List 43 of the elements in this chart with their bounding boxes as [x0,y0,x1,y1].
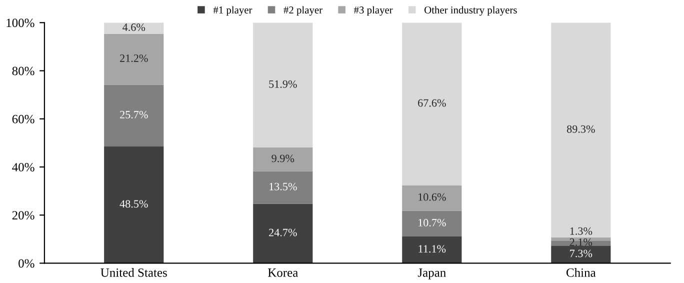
y-tick-label: 20% [12,211,34,220]
bar [253,22,313,148]
data-label: 7.3% [570,250,592,258]
x-tick-label: United States [100,268,167,277]
y-tick-label: 100% [6,18,34,28]
data-label: 4.6% [122,23,146,32]
data-label: 25.7% [120,110,148,118]
bar [104,146,164,264]
bar [402,22,462,186]
legend-label: #2 player [284,6,322,16]
legend-label: #3 player [354,6,393,16]
bar [402,236,462,264]
data-label: 21.2% [120,54,148,62]
bar [253,171,313,204]
data-label: 2.1% [570,238,592,246]
y-tick-label: 0% [18,259,34,268]
bar [104,34,164,85]
bar [402,210,462,236]
data-label: 13.5% [270,182,297,190]
data-label: 24.7% [269,228,297,236]
data-label: 48.5% [120,200,148,208]
data-label: 11.1% [418,245,446,253]
data-label: 1.3% [570,227,592,235]
x-tick-label: Korea [268,268,298,277]
bar [402,185,462,211]
data-label: 10.6% [418,193,446,201]
bar [253,147,313,172]
y-tick-label: 80% [12,66,34,76]
x-tick-label: China [566,268,596,277]
legend-label: #1 player [213,6,252,16]
bar [551,246,611,264]
x-tick-label: Japan [418,268,446,280]
bar [104,84,164,147]
data-label: 89.3% [566,125,595,133]
bar [253,204,313,264]
y-tick-label: 40% [12,162,34,172]
bar [551,22,611,238]
legend-label: Other industry players [424,6,517,16]
data-label: 51.9% [269,80,297,88]
data-label: 9.9% [272,154,294,162]
y-tick-label: 60% [12,114,34,124]
data-label: 10.7% [418,218,446,226]
data-label: 67.6% [418,99,446,107]
